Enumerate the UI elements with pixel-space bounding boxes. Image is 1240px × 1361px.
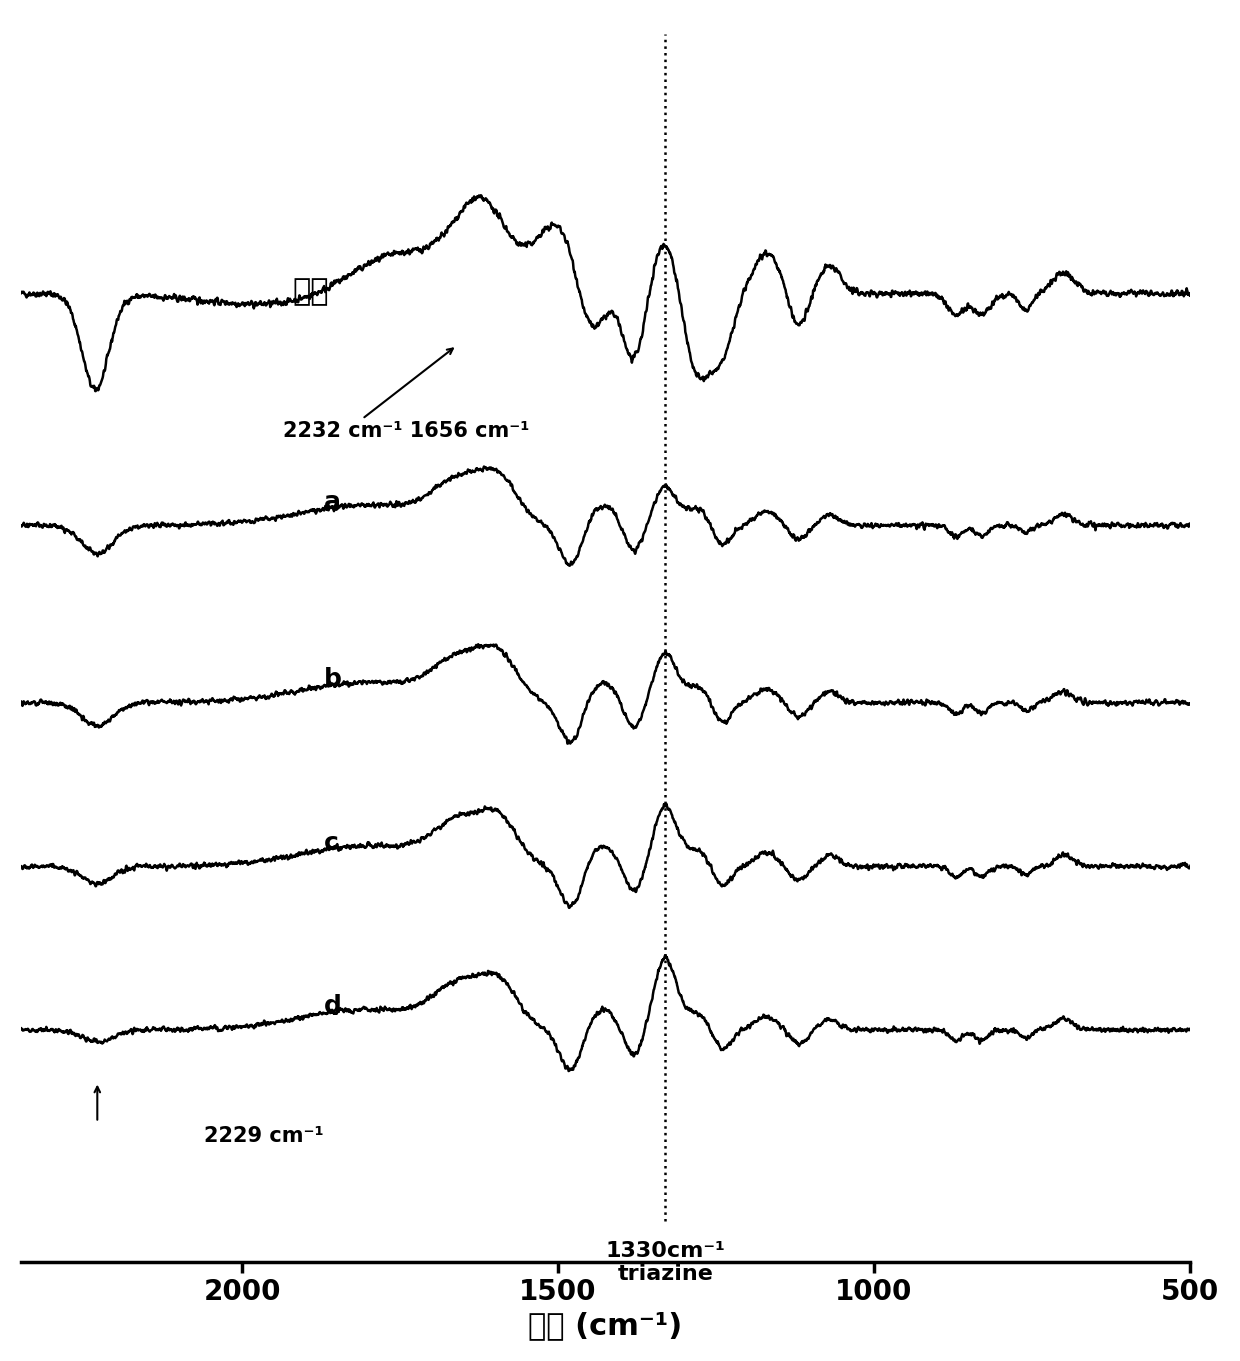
Text: 单体: 单体 xyxy=(293,278,329,306)
Text: b: b xyxy=(324,667,342,691)
X-axis label: 波数 (cm⁻¹): 波数 (cm⁻¹) xyxy=(528,1311,682,1341)
Text: c: c xyxy=(324,830,339,855)
Text: 2229 cm⁻¹: 2229 cm⁻¹ xyxy=(205,1126,324,1146)
Text: a: a xyxy=(324,490,341,514)
Text: 1330cm⁻¹
triazine: 1330cm⁻¹ triazine xyxy=(605,1241,725,1285)
Text: 2232 cm⁻¹ 1656 cm⁻¹: 2232 cm⁻¹ 1656 cm⁻¹ xyxy=(283,421,529,441)
Text: d: d xyxy=(324,995,342,1018)
